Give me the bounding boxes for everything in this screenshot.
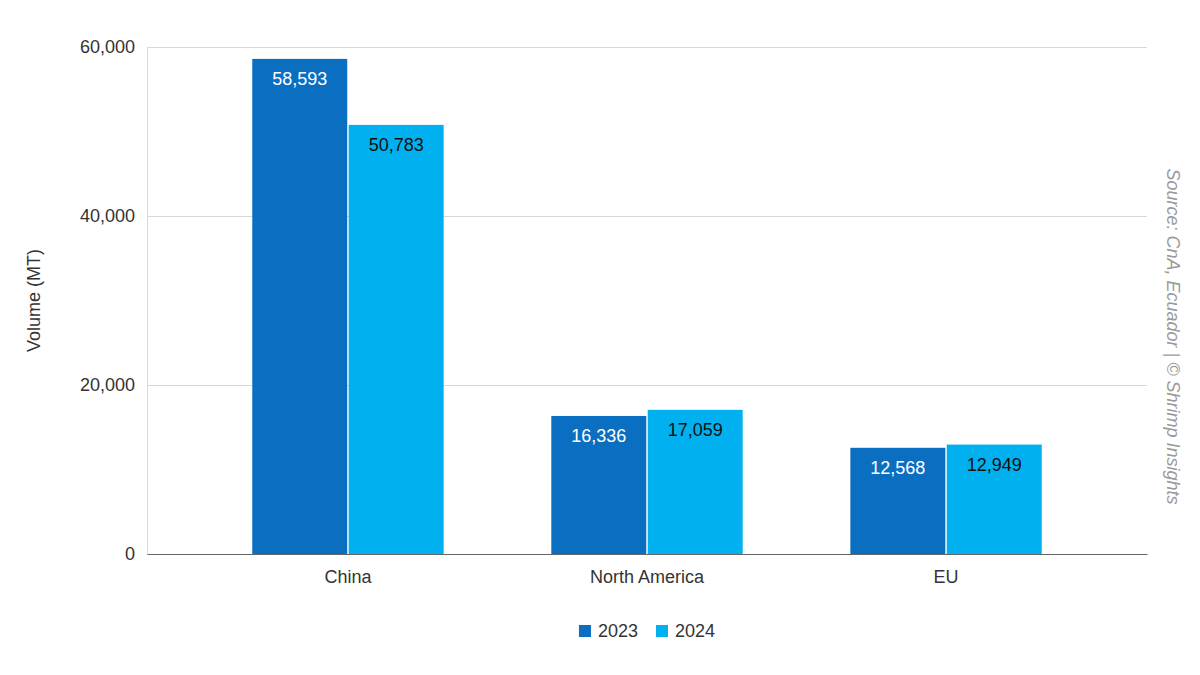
bar (947, 445, 1042, 554)
y-tick-label: 0 (125, 544, 135, 564)
bar (850, 448, 945, 554)
y-tick: 60,000 (80, 37, 1147, 57)
chart: 0 20,000 40,000 60,000 Volume (MT) 58,593 16,3… (0, 0, 1200, 675)
grid-line (147, 554, 1147, 555)
x-axis-line (148, 554, 1148, 555)
data-label: 50,783 (369, 135, 424, 155)
y-tick-label: 20,000 (80, 375, 135, 395)
x-tick: China (324, 554, 372, 587)
source-note: Source: CnA, Ecuador | © Shrimp Insights (1163, 168, 1183, 504)
legend: 2023 2024 (579, 621, 715, 641)
legend-swatch (579, 625, 591, 637)
y-tick-label: 40,000 (80, 206, 135, 226)
legend-label: 2023 (598, 621, 638, 641)
data-label: 16,336 (571, 426, 626, 446)
x-axis: China North America EU (148, 554, 1148, 587)
y-tick: 40,000 (80, 206, 1147, 226)
data-label: 58,593 (272, 69, 327, 89)
legend-item: 2024 (656, 621, 715, 641)
y-tick-label: 60,000 (80, 37, 135, 57)
y-axis: 0 20,000 40,000 60,000 (80, 37, 1147, 564)
x-tick-label: EU (934, 567, 959, 587)
grid-line (147, 47, 1147, 48)
x-tick: EU (934, 554, 959, 587)
y-tick: 20,000 (80, 375, 1147, 395)
data-labels: 58,593 16,336 12,568 50,783 17,059 12,949 (272, 69, 1022, 478)
bar (252, 59, 347, 554)
legend-item: 2023 (579, 621, 638, 641)
legend-swatch (656, 625, 668, 637)
y-axis-line (148, 48, 1148, 555)
bar (551, 416, 646, 554)
bars (252, 59, 1041, 554)
x-tick: North America (590, 554, 705, 587)
y-axis-title: Volume (MT) (24, 249, 44, 352)
data-label: 17,059 (668, 420, 723, 440)
data-label: 12,568 (870, 458, 925, 478)
x-tick-label: North America (590, 567, 705, 587)
x-tick-label: China (324, 567, 372, 587)
data-label: 12,949 (967, 455, 1022, 475)
bar (648, 410, 743, 554)
legend-label: 2024 (675, 621, 715, 641)
bar (349, 125, 444, 554)
